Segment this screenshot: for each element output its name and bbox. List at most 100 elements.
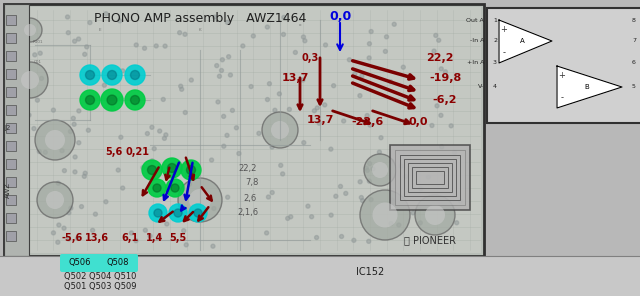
Circle shape — [168, 163, 177, 173]
Circle shape — [369, 198, 373, 202]
Text: Q508: Q508 — [107, 258, 129, 268]
Text: 7,8: 7,8 — [245, 178, 259, 187]
Text: 0,0: 0,0 — [329, 10, 351, 23]
Circle shape — [93, 212, 97, 216]
Circle shape — [212, 207, 216, 210]
Circle shape — [425, 205, 445, 225]
Circle shape — [249, 85, 253, 89]
Circle shape — [180, 87, 184, 91]
Text: 0,0: 0,0 — [408, 117, 428, 127]
Circle shape — [218, 74, 221, 78]
Text: o: o — [299, 23, 301, 27]
Circle shape — [277, 92, 282, 96]
Circle shape — [67, 31, 70, 35]
Bar — [6, 195, 16, 205]
Text: A: A — [520, 38, 524, 44]
Text: Q506: Q506 — [68, 258, 92, 268]
Circle shape — [163, 136, 166, 140]
Circle shape — [262, 112, 298, 148]
Circle shape — [119, 135, 123, 139]
Circle shape — [281, 172, 285, 176]
Circle shape — [183, 32, 187, 36]
Circle shape — [107, 95, 117, 105]
Circle shape — [312, 109, 316, 113]
Bar — [4, 4, 484, 256]
Circle shape — [365, 168, 369, 172]
Circle shape — [131, 96, 140, 104]
Circle shape — [228, 73, 232, 77]
Circle shape — [364, 154, 396, 186]
Circle shape — [161, 97, 165, 102]
Circle shape — [289, 215, 292, 219]
Circle shape — [69, 206, 73, 210]
Circle shape — [287, 107, 291, 111]
Circle shape — [145, 131, 149, 136]
Text: PHONO AMP assembly   AWZ1464: PHONO AMP assembly AWZ1464 — [94, 12, 306, 25]
Text: +In A: +In A — [467, 60, 484, 65]
Circle shape — [367, 56, 371, 60]
Text: 6: 6 — [632, 60, 636, 65]
Text: AWZ: AWZ — [5, 182, 11, 198]
Text: 2,6: 2,6 — [243, 194, 257, 202]
Circle shape — [430, 123, 434, 128]
Circle shape — [88, 21, 92, 25]
Bar — [6, 213, 16, 223]
Text: Q502 Q504 Q510: Q502 Q504 Q510 — [64, 271, 136, 281]
Circle shape — [454, 221, 459, 225]
Circle shape — [86, 70, 95, 80]
Circle shape — [264, 231, 269, 235]
Circle shape — [125, 65, 145, 85]
Circle shape — [143, 228, 147, 232]
Text: 0,3: 0,3 — [301, 53, 319, 63]
Circle shape — [440, 145, 444, 149]
Circle shape — [360, 74, 364, 78]
Bar — [6, 105, 16, 115]
Circle shape — [392, 22, 396, 26]
Circle shape — [444, 70, 447, 74]
Circle shape — [270, 145, 274, 149]
Circle shape — [372, 162, 388, 178]
Circle shape — [183, 110, 188, 115]
Text: 6,1: 6,1 — [122, 233, 139, 243]
Circle shape — [339, 184, 342, 188]
Circle shape — [65, 15, 70, 19]
Circle shape — [270, 191, 274, 194]
Circle shape — [72, 122, 76, 126]
Circle shape — [174, 209, 182, 217]
Circle shape — [116, 168, 120, 172]
Circle shape — [367, 42, 371, 46]
Text: 4: 4 — [493, 83, 497, 89]
Circle shape — [60, 149, 64, 153]
Circle shape — [129, 231, 134, 235]
Circle shape — [77, 109, 81, 113]
Polygon shape — [557, 66, 622, 108]
Circle shape — [169, 204, 187, 222]
Circle shape — [63, 169, 67, 173]
Bar — [6, 69, 16, 79]
Circle shape — [18, 18, 42, 42]
Circle shape — [148, 179, 166, 197]
Text: V-: V- — [478, 83, 484, 89]
Circle shape — [390, 198, 394, 202]
Circle shape — [86, 128, 90, 132]
Circle shape — [166, 179, 184, 197]
Circle shape — [252, 34, 255, 38]
Circle shape — [401, 65, 405, 69]
Text: -19,8: -19,8 — [430, 73, 462, 83]
Circle shape — [432, 49, 436, 53]
Polygon shape — [499, 20, 552, 63]
Circle shape — [121, 186, 125, 190]
Circle shape — [148, 234, 152, 238]
Circle shape — [45, 130, 65, 150]
FancyBboxPatch shape — [98, 254, 138, 272]
Circle shape — [37, 149, 42, 154]
Circle shape — [44, 150, 47, 154]
Circle shape — [348, 58, 351, 62]
Circle shape — [186, 165, 195, 175]
Bar — [6, 141, 16, 151]
Circle shape — [439, 67, 444, 71]
Circle shape — [358, 180, 362, 184]
Circle shape — [104, 200, 108, 204]
Circle shape — [302, 141, 306, 145]
Circle shape — [266, 25, 269, 29]
